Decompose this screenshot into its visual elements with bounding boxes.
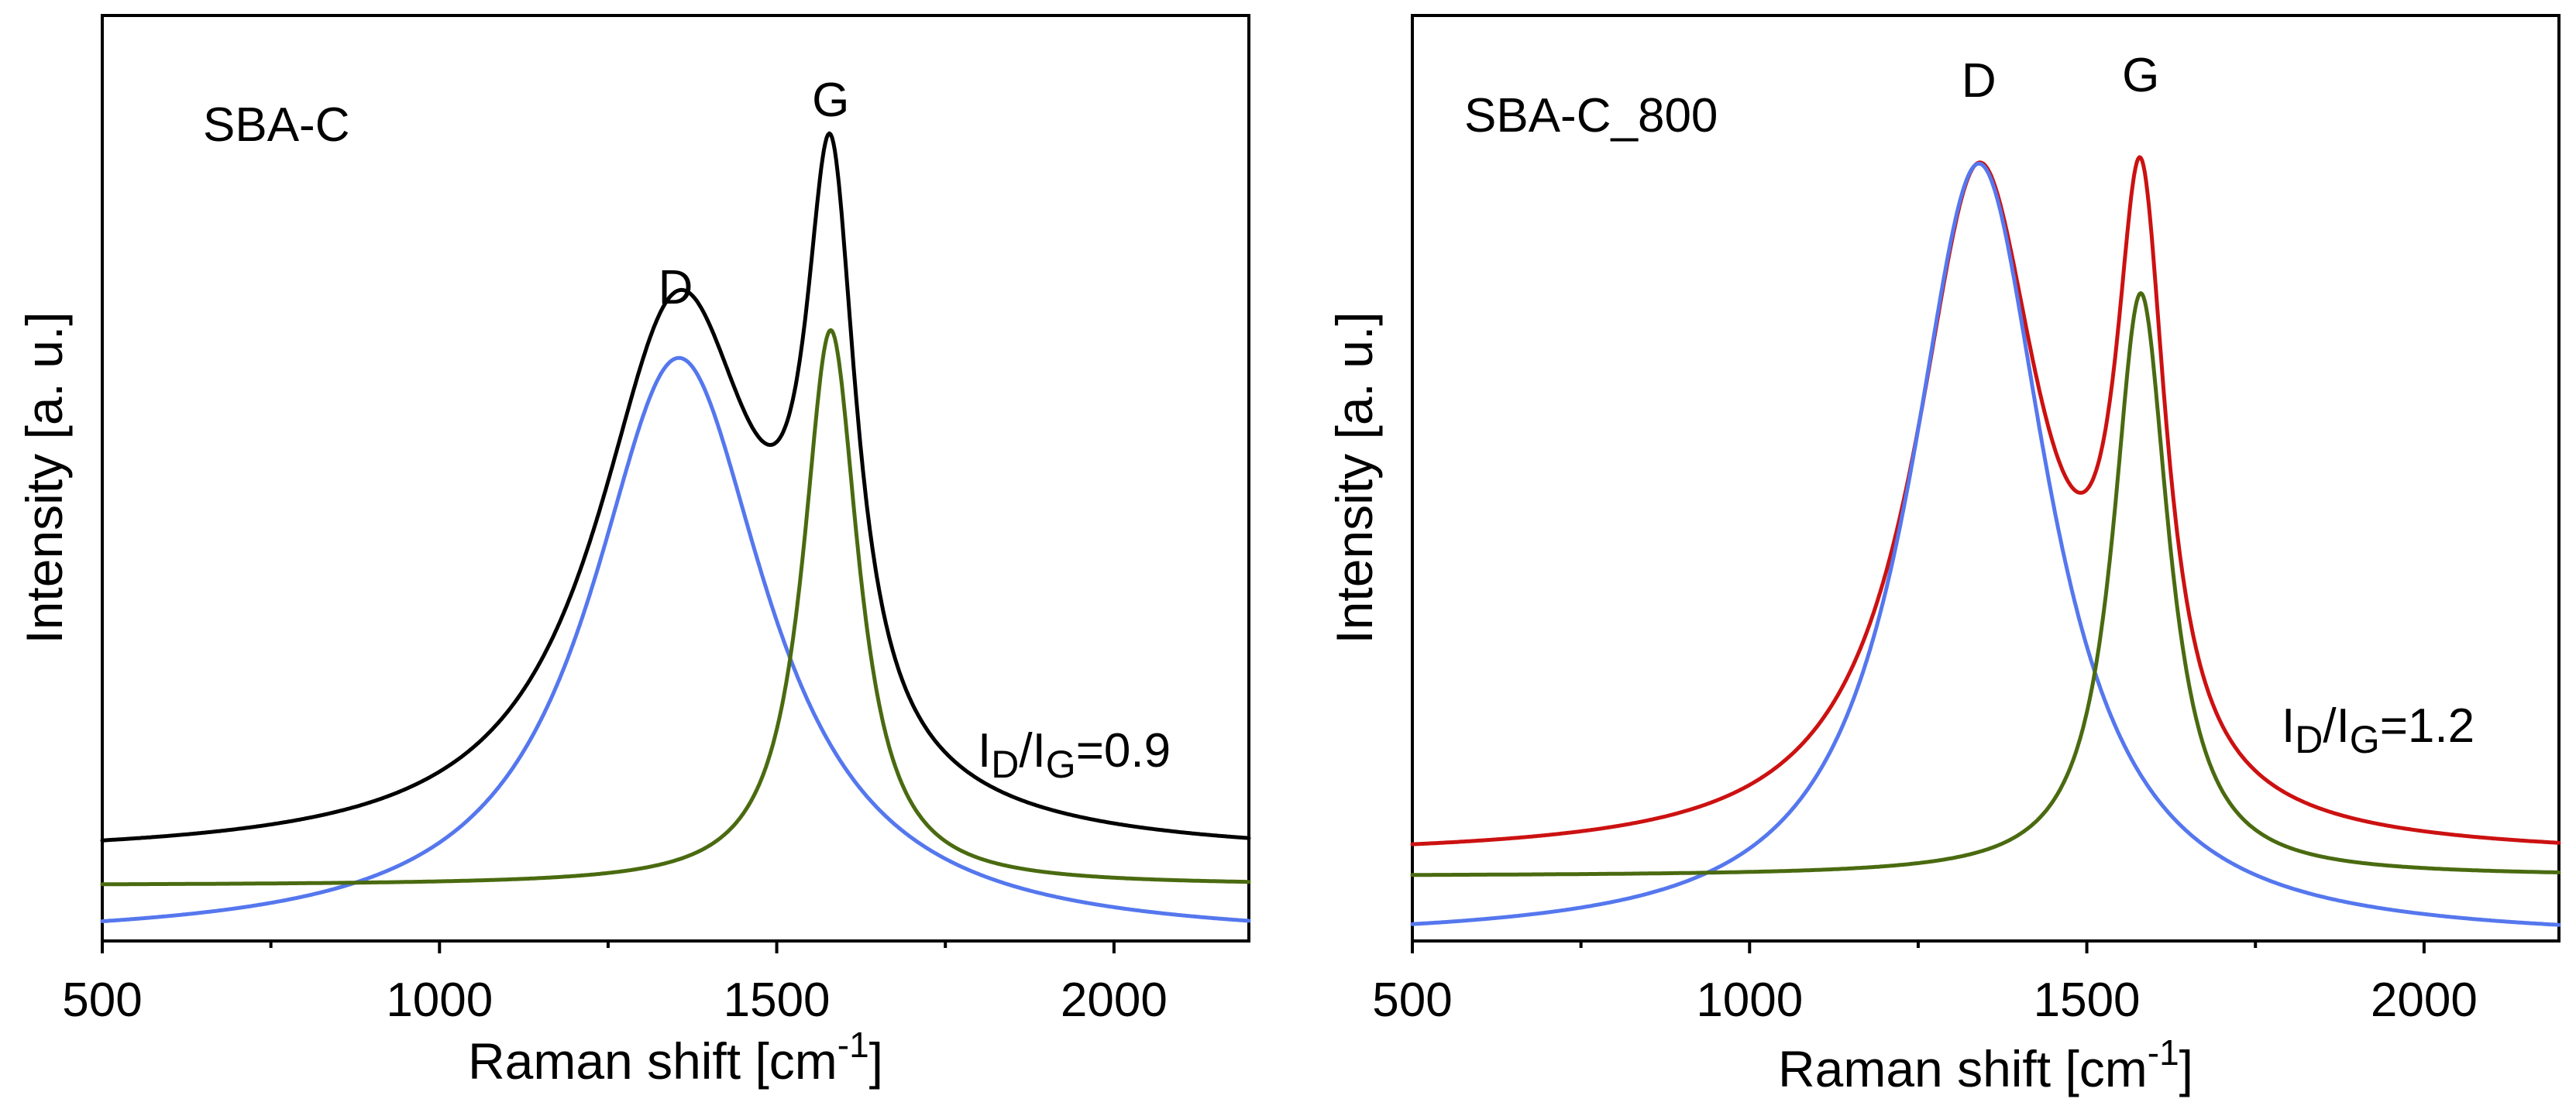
series-line-sum (100, 131, 1251, 843)
ratio-slash-i: /I (1019, 724, 1045, 778)
peak-label-g: G (2122, 49, 2159, 102)
peak-label-g: G (812, 74, 849, 127)
series-line-g-band (1410, 291, 2561, 877)
spectrum-curves (100, 131, 1251, 923)
x-tick-label: 2000 (1061, 973, 1168, 1027)
panel-label: SBA-C (203, 98, 349, 152)
peak-labels: DG (659, 74, 850, 314)
chart-panel-sba-c: 500 1000 1500 2000 DG SBA-C ID/IG=0.9 Raman… (15, 14, 1251, 1090)
ratio-sub-g: G (2350, 718, 2380, 761)
peak-label-d: D (659, 261, 693, 314)
intensity-ratio-label: ID/IG=1.2 (2282, 699, 2475, 761)
x-tick-label: 1000 (1696, 973, 1803, 1027)
x-tick-label: 1000 (386, 973, 493, 1027)
x-tick-label: 500 (1372, 973, 1452, 1027)
y-axis-title: Intensity [a. u.] (15, 311, 73, 644)
x-tick-label: 1500 (724, 973, 831, 1027)
ratio-sub-d: D (991, 743, 1019, 786)
plot-frame (101, 14, 1250, 943)
x-tick-label: 1500 (2034, 973, 2141, 1027)
ratio-value: =0.9 (1076, 724, 1171, 778)
peak-label-d: D (1962, 54, 1996, 108)
ratio-i: I (978, 724, 991, 778)
x-tick-label: 500 (62, 973, 142, 1027)
series-line-d-band (100, 355, 1251, 923)
x-axis-tick-labels: 500 1000 1500 2000 (62, 973, 1168, 1027)
x-axis-tick-labels: 500 1000 1500 2000 (1372, 973, 2478, 1027)
ratio-sub-d: D (2295, 718, 2323, 761)
panel-label: SBA-C_800 (1464, 89, 1718, 143)
x-tick-label: 2000 (2371, 973, 2478, 1027)
x-axis-title: Raman shift [cm-1] (468, 1025, 883, 1090)
ratio-slash-i: /I (2323, 699, 2349, 753)
series-line-d-band (1410, 161, 2561, 927)
x-axis-ticks (1411, 941, 2426, 953)
spectrum-curves (1410, 155, 2561, 927)
ratio-i: I (2282, 699, 2295, 753)
ratio-sub-g: G (1046, 743, 1076, 786)
plot-frame (1411, 14, 2561, 943)
series-line-g-band (100, 328, 1251, 887)
intensity-ratio-label: ID/IG=0.9 (978, 724, 1171, 786)
x-axis-title: Raman shift [cm-1] (1778, 1032, 2193, 1097)
x-axis-ticks (101, 941, 1116, 953)
y-axis-title: Intensity [a. u.] (1326, 311, 1383, 644)
ratio-value: =1.2 (2380, 699, 2475, 753)
